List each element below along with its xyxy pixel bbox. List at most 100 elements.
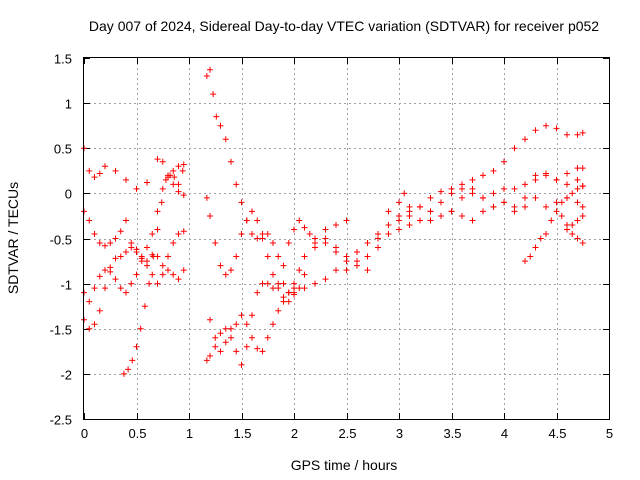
data-point bbox=[532, 176, 539, 183]
series-sat-a bbox=[81, 145, 187, 199]
data-point bbox=[158, 199, 165, 206]
y-tick-label: 0.5 bbox=[54, 142, 72, 157]
data-point bbox=[123, 217, 129, 224]
data-point bbox=[501, 158, 507, 165]
data-point bbox=[233, 321, 240, 328]
data-point bbox=[532, 244, 539, 251]
data-point bbox=[159, 271, 166, 278]
data-point bbox=[417, 203, 423, 210]
data-point bbox=[203, 194, 210, 201]
data-point bbox=[107, 240, 114, 247]
data-point bbox=[212, 343, 219, 350]
data-point bbox=[254, 289, 261, 296]
data-point bbox=[448, 208, 455, 215]
data-point bbox=[385, 221, 392, 228]
data-point bbox=[354, 249, 360, 256]
data-point bbox=[128, 280, 135, 287]
data-point bbox=[543, 122, 549, 129]
data-point bbox=[558, 199, 565, 206]
data-point bbox=[123, 289, 129, 296]
data-point bbox=[96, 170, 103, 177]
data-point bbox=[553, 176, 560, 183]
data-point bbox=[243, 217, 250, 224]
data-point bbox=[333, 244, 339, 251]
data-point bbox=[490, 203, 497, 210]
data-point bbox=[228, 334, 234, 341]
data-point bbox=[396, 199, 402, 206]
data-point bbox=[212, 334, 219, 341]
data-point bbox=[490, 190, 497, 197]
data-point bbox=[170, 167, 177, 174]
data-point bbox=[102, 163, 108, 170]
data-point bbox=[96, 307, 103, 314]
series-sat-g bbox=[203, 194, 371, 305]
data-point bbox=[427, 208, 434, 215]
data-point bbox=[385, 230, 392, 237]
data-point bbox=[291, 285, 297, 292]
data-point bbox=[159, 185, 166, 192]
series-sat-n bbox=[522, 208, 586, 265]
data-point bbox=[86, 325, 93, 332]
data-point bbox=[175, 163, 182, 170]
data-point bbox=[222, 136, 229, 143]
data-point bbox=[179, 167, 186, 174]
data-point bbox=[159, 158, 166, 165]
series-sat-l bbox=[364, 172, 586, 247]
series-sat-o bbox=[558, 183, 586, 206]
data-point bbox=[213, 113, 220, 120]
data-marks bbox=[81, 66, 586, 377]
data-point bbox=[238, 230, 245, 237]
data-point bbox=[579, 165, 586, 172]
y-tick-label: -2 bbox=[60, 368, 72, 383]
data-point bbox=[522, 194, 528, 201]
data-point bbox=[564, 226, 570, 233]
data-point bbox=[579, 129, 586, 136]
data-point bbox=[543, 172, 549, 179]
data-point bbox=[180, 228, 187, 235]
data-point bbox=[180, 267, 187, 274]
data-point bbox=[203, 357, 210, 364]
data-point bbox=[249, 208, 255, 215]
data-point bbox=[333, 221, 339, 228]
data-point bbox=[117, 285, 124, 292]
data-point bbox=[86, 298, 93, 305]
plot-frame bbox=[83, 57, 610, 420]
data-point bbox=[522, 203, 528, 210]
data-point bbox=[138, 253, 145, 260]
data-point bbox=[527, 253, 534, 260]
data-point bbox=[207, 352, 213, 359]
data-point bbox=[233, 181, 240, 188]
data-point bbox=[569, 230, 576, 237]
data-point bbox=[396, 226, 402, 233]
x-tick-label: 5 bbox=[606, 426, 613, 441]
data-point bbox=[238, 361, 245, 368]
data-point bbox=[333, 267, 339, 274]
data-point bbox=[238, 312, 245, 319]
x-tick-label: 2.5 bbox=[338, 426, 356, 441]
data-point bbox=[459, 194, 465, 201]
data-point bbox=[133, 343, 140, 350]
data-point bbox=[107, 264, 114, 271]
data-point bbox=[285, 298, 292, 305]
data-point bbox=[501, 185, 507, 192]
data-point bbox=[212, 240, 219, 247]
data-point bbox=[574, 131, 581, 138]
data-point bbox=[102, 242, 108, 249]
grid bbox=[84, 58, 609, 419]
data-point bbox=[574, 235, 581, 242]
data-point bbox=[511, 208, 518, 215]
data-point bbox=[490, 167, 497, 174]
data-point bbox=[385, 208, 392, 215]
data-point bbox=[170, 271, 177, 278]
series-sat-m bbox=[385, 190, 586, 224]
data-point bbox=[133, 271, 140, 278]
data-point bbox=[175, 276, 182, 283]
data-point bbox=[401, 190, 408, 197]
data-point bbox=[228, 158, 234, 165]
axis-ticks: 0 0.5 1 1.5 2 2.5 3 3.5 4 4.5 5 1.5 1 0.5 0 -0.5 -1 -1.5 -… bbox=[50, 52, 614, 442]
data-point bbox=[511, 145, 518, 152]
x-tick-label: 4 bbox=[501, 426, 508, 441]
data-point bbox=[259, 230, 266, 237]
data-point bbox=[137, 325, 144, 332]
series-sat-p bbox=[564, 212, 586, 233]
